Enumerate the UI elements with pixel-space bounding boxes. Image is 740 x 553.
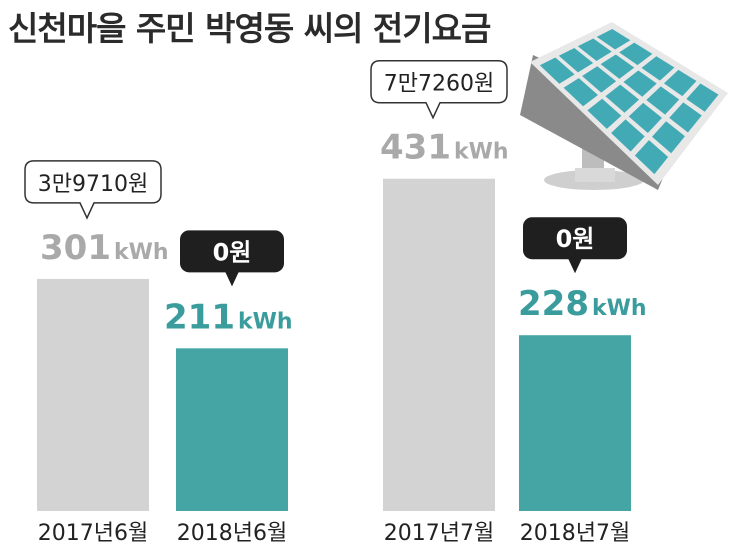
solar-cell: [669, 102, 702, 133]
solar-cell: [587, 98, 622, 129]
value-label: 228 kWh: [518, 284, 647, 324]
value-unit: kWh: [592, 296, 647, 321]
cost-bubble: [180, 230, 284, 273]
solar-cell: [558, 47, 594, 73]
cost-bubble: [523, 217, 627, 260]
bubble-tail: [225, 271, 239, 287]
value-unit: kWh: [454, 140, 509, 165]
solar-cell: [577, 38, 612, 61]
solar-cell: [605, 84, 640, 113]
solar-cell: [646, 86, 680, 115]
solar-cell: [619, 42, 653, 66]
cost-label: 0원: [213, 238, 252, 266]
solar-cell: [623, 70, 657, 97]
chart-title: 신천마을 주민 박영동 씨의 전기요금: [8, 9, 491, 48]
value-label: 301 kWh: [40, 228, 169, 268]
solar-cell: [686, 83, 719, 112]
cost-label: 0원: [556, 225, 595, 253]
bubble-tail: [568, 258, 582, 274]
bar-2018년7월: [519, 335, 631, 511]
bar-2017년6월: [37, 278, 149, 511]
cost-bubble: [370, 59, 508, 120]
solar-cell: [563, 78, 598, 107]
value-number: 211: [164, 297, 235, 337]
category-label: 2017년7월: [384, 521, 494, 546]
solar-cell: [539, 57, 575, 84]
value-label: 431 kWh: [380, 128, 509, 168]
category-label: 2018년6월: [177, 521, 287, 546]
category-label: 2017년6월: [38, 521, 148, 546]
cost-label: 7만7260원: [384, 72, 494, 97]
solar-cell: [634, 140, 669, 175]
value-number: 228: [518, 284, 589, 324]
solar-cell: [641, 56, 675, 81]
solar-cell: [600, 54, 635, 79]
value-number: 431: [380, 128, 451, 168]
solar-cell: [596, 29, 631, 50]
solar-cell: [611, 119, 645, 152]
cost-label: 3만9710원: [38, 172, 148, 197]
solar-panel-icon: [520, 22, 728, 190]
value-label: 211 kWh: [164, 297, 293, 337]
bar-2017년7월: [383, 178, 495, 511]
cost-bubble: [24, 160, 162, 220]
bar-2018년6월: [176, 348, 288, 511]
solar-cell: [663, 69, 697, 97]
value-number: 301: [40, 228, 111, 268]
solar-cell: [582, 66, 617, 93]
value-unit: kWh: [114, 240, 169, 265]
solar-cell: [652, 121, 685, 154]
category-label: 2018년7월: [520, 521, 630, 546]
solar-cell: [628, 102, 662, 134]
value-unit: kWh: [238, 309, 293, 334]
